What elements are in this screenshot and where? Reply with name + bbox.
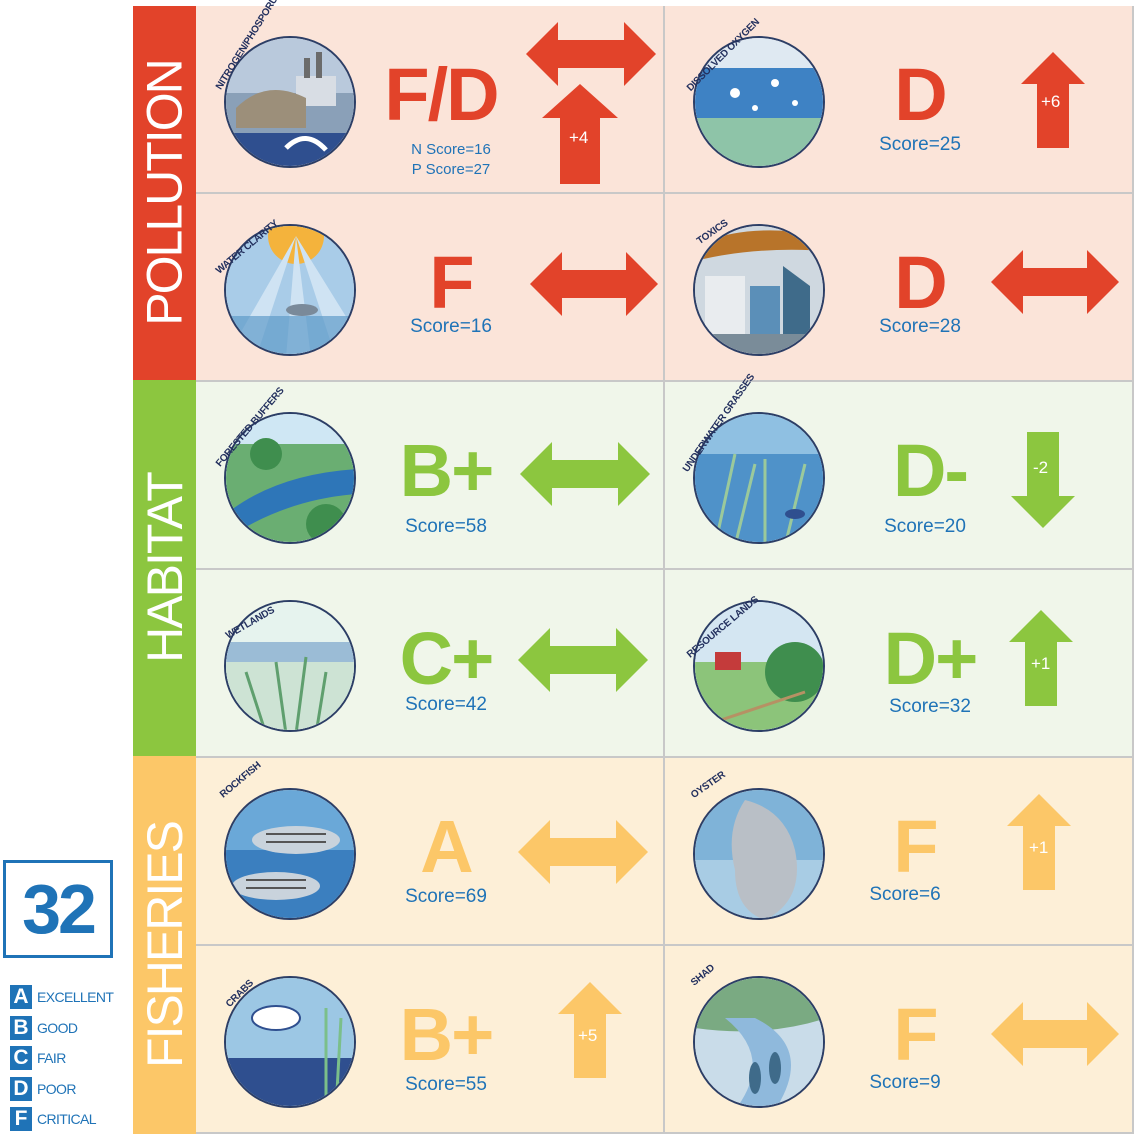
indicator-cell: TOXICS D Score=28 <box>665 194 1134 382</box>
indicator-cell: UNDERWATER GRASSES D- Score=20 -2 <box>665 372 1134 570</box>
grade-legend: A EXCELLENT B GOOD C FAIR D POOR F CRITI… <box>10 982 130 1134</box>
indicator-grade: D- <box>892 429 969 512</box>
steady-arrow-icon <box>520 442 650 511</box>
indicator-score: Score=25 <box>879 134 961 155</box>
indicator-grade: D+ <box>883 617 979 700</box>
up-arrow-icon: +5 <box>558 982 622 1083</box>
indicator-score: Score=28 <box>879 316 961 337</box>
up-arrow-icon: +6 <box>1021 52 1085 153</box>
indicator-grade: A <box>420 805 473 888</box>
legend-row: C FAIR <box>10 1043 130 1074</box>
indicator-cell: DISSOLVED OXYGEN D Score=25 +6 <box>665 6 1134 194</box>
down-arrow-icon: -2 <box>1011 432 1075 533</box>
indicator-score: Score=9 <box>869 1072 941 1093</box>
indicator-score: N Score=16 P Score=27 <box>391 140 511 179</box>
up-arrow-icon: +1 <box>1007 794 1071 895</box>
steady-arrow-icon <box>518 628 648 697</box>
indicator-score: Score=55 <box>405 1074 487 1095</box>
steady-arrow-icon <box>530 252 658 321</box>
up-arrow-icon: +4 <box>542 84 618 189</box>
legend-letter: F <box>10 1107 32 1132</box>
pollution-band: POLLUTION <box>133 6 196 380</box>
fisheries-band: FISHERIES <box>133 756 196 1134</box>
indicator-cell: CRABS B+ Score=55 +5 <box>196 946 665 1134</box>
legend-letter: D <box>10 1076 32 1101</box>
legend-row: D POOR <box>10 1074 130 1105</box>
indicator-cell: RESOURCE LANDS D+ Score=32 +1 <box>665 570 1134 758</box>
legend-row: B GOOD <box>10 1013 130 1044</box>
indicator-grade: B+ <box>399 429 495 512</box>
legend-label: POOR <box>37 1080 76 1097</box>
indicator-cell: WATER CLARITY F Score=16 <box>196 194 665 382</box>
legend-label: CRITICAL <box>37 1111 97 1128</box>
p-score: P Score=27 <box>411 160 491 178</box>
steady-arrow-icon <box>518 820 648 889</box>
steady-arrow-icon <box>991 250 1119 319</box>
indicator-grade: C+ <box>399 617 495 700</box>
category-label: POLLUTION <box>136 60 193 326</box>
indicator-grade: D <box>894 53 947 136</box>
trend-label: +4 <box>569 128 589 147</box>
overall-score: 32 <box>22 870 97 948</box>
legend-label: FAIR <box>37 1050 66 1067</box>
indicator-grade: F <box>893 805 938 888</box>
indicator-cell: FORESTED BUFFERS B+ Score=58 <box>196 382 665 570</box>
indicator-score: Score=69 <box>405 886 487 907</box>
indicator-title: ROCKFISH <box>218 759 264 801</box>
indicator-grade: B+ <box>399 993 495 1076</box>
indicator-grid: NITROGEN/PHOSPORUS F/D N Score=16 P Scor… <box>196 0 1134 1134</box>
indicator-grade: D <box>894 241 947 324</box>
shad-badge-icon <box>693 976 825 1108</box>
legend-row: F CRITICAL <box>10 1104 130 1134</box>
legend-letter: A <box>10 985 32 1010</box>
indicator-title: OYSTER <box>689 769 728 802</box>
legend-letter: C <box>10 1046 32 1071</box>
indicator-cell: OYSTER F Score=6 +1 <box>665 758 1134 946</box>
indicator-cell: ROCKFISH A Score=69 <box>196 758 665 946</box>
underwater-grasses-badge-icon <box>693 412 825 544</box>
category-label: FISHERIES <box>136 822 193 1068</box>
habitat-band: HABITAT <box>133 380 196 756</box>
overall-score-box: 32 <box>3 860 113 958</box>
indicator-grade: F <box>893 993 938 1076</box>
indicator-score: Score=16 <box>410 316 492 337</box>
indicator-score: Score=6 <box>869 884 941 905</box>
indicator-score: Score=42 <box>405 694 487 715</box>
legend-row: A EXCELLENT <box>10 982 130 1013</box>
trend-label: +6 <box>1041 92 1061 111</box>
trend-label: -2 <box>1033 458 1049 477</box>
indicator-title: SHAD <box>689 962 717 989</box>
toxics-badge-icon <box>693 224 825 356</box>
indicator-cell: WETLANDS C+ Score=42 <box>196 570 665 758</box>
trend-label: +5 <box>578 1026 598 1045</box>
indicator-cell: SHAD F Score=9 <box>665 946 1134 1134</box>
indicator-score: Score=32 <box>889 696 971 717</box>
indicator-cell: NITROGEN/PHOSPORUS F/D N Score=16 P Scor… <box>196 0 665 194</box>
steady-arrow-icon <box>991 1002 1119 1071</box>
rockfish-badge-icon <box>224 788 356 920</box>
trend-label: +1 <box>1031 654 1051 673</box>
dissolved-oxygen-badge-icon <box>693 36 825 168</box>
trend-label: +1 <box>1029 838 1049 857</box>
oyster-badge-icon <box>693 788 825 920</box>
legend-letter: B <box>10 1015 32 1040</box>
up-arrow-icon: +1 <box>1009 610 1073 711</box>
indicator-grade: F <box>429 241 474 324</box>
category-label: HABITAT <box>136 473 193 663</box>
steady-arrow-icon <box>526 22 656 91</box>
n-score: N Score=16 <box>411 141 491 158</box>
legend-label: EXCELLENT <box>37 989 114 1006</box>
legend-label: GOOD <box>37 1019 78 1036</box>
indicator-score: Score=58 <box>405 516 487 537</box>
indicator-score: Score=20 <box>884 516 966 537</box>
indicator-grade: F/D <box>384 53 499 136</box>
resource-lands-badge-icon <box>693 600 825 732</box>
